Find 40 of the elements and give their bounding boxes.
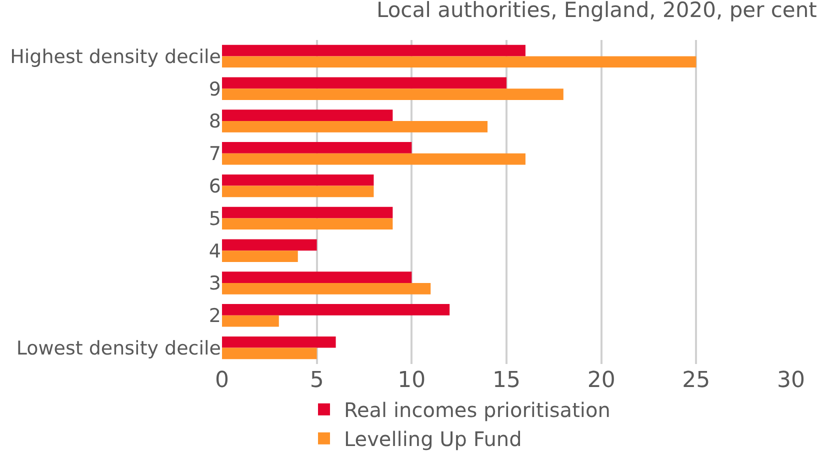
y-tick-label: 6: [208, 175, 221, 198]
y-tick-label: 3: [208, 272, 221, 295]
x-tick-label: 30: [777, 368, 805, 393]
x-tick-label: 15: [492, 368, 520, 393]
bar: [222, 218, 393, 230]
bar: [222, 239, 317, 251]
y-tick-label: 7: [208, 143, 221, 166]
bar: [222, 110, 393, 121]
legend-label: Real incomes prioritisation: [344, 398, 610, 422]
bar: [222, 77, 506, 89]
bar: [222, 142, 412, 154]
bar: [222, 186, 374, 198]
bar: [222, 153, 526, 165]
bar: [222, 206, 393, 218]
legend-label: Levelling Up Fund: [344, 427, 522, 452]
bar: [222, 88, 564, 100]
y-tick-label: 5: [208, 208, 221, 230]
bar: [222, 121, 488, 132]
bar: [222, 272, 412, 283]
bar: [222, 250, 298, 262]
x-tick-label: 5: [310, 368, 324, 393]
x-tick-label: 20: [587, 368, 616, 393]
bar: [222, 44, 526, 56]
y-tick-label: 9: [208, 78, 221, 100]
bar: [222, 304, 450, 316]
x-tick-label: 0: [215, 368, 229, 393]
chart-subtitle: Local authorities, England, 2020, per cent: [376, 0, 817, 22]
y-tick-label: 4: [208, 240, 221, 262]
y-tick-label: 8: [208, 110, 221, 133]
x-tick-label: 25: [682, 368, 710, 393]
y-tick-label: 2: [208, 305, 221, 328]
bar: [222, 348, 317, 360]
bar: [222, 336, 336, 348]
bar: [222, 283, 431, 294]
bar: [222, 56, 696, 68]
x-tick-label: 10: [398, 368, 426, 393]
y-tick-label: Highest density decile: [10, 46, 221, 68]
bar: [222, 174, 374, 186]
y-tick-label: Lowest density decile: [16, 337, 221, 360]
bar: [222, 315, 279, 327]
